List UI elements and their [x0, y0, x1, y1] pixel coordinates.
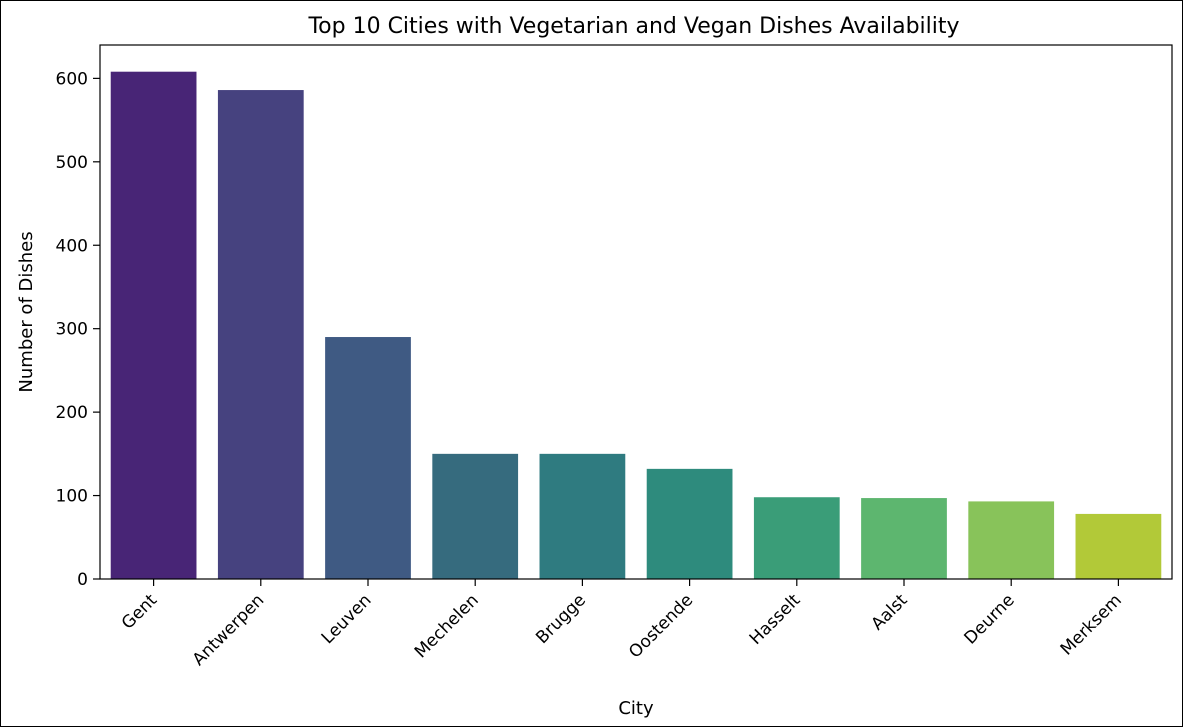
plot-area-frame: [99, 44, 1173, 580]
x-axis-label: City: [618, 698, 654, 719]
bar-aalst: [861, 498, 947, 579]
x-tick-label: Leuven: [318, 590, 376, 648]
chart-title: Top 10 Cities with Vegetarian and Vegan …: [307, 14, 959, 39]
y-tick-label: 0: [77, 570, 88, 590]
bar-oostende: [646, 468, 733, 579]
x-tick-label: Merksem: [1057, 590, 1126, 659]
y-tick-label: 100: [56, 487, 88, 507]
bar-gent: [110, 71, 197, 579]
x-tick-label: Aalst: [867, 590, 911, 634]
y-axis: 0 100 200 300 400 500 600: [56, 69, 100, 590]
x-tick-label: Antwerpen: [189, 590, 269, 670]
x-axis: Gent Antwerpen Leuven Mechelen Brugge Oostend…: [118, 579, 1126, 670]
bar-antwerpen: [217, 90, 304, 580]
y-tick-label: 400: [56, 236, 88, 256]
bar-hasselt: [753, 497, 840, 579]
x-tick-label: Hasselt: [746, 590, 805, 649]
bar-mechelen: [432, 453, 519, 579]
bar-deurne: [968, 501, 1055, 579]
x-tick-label: Mechelen: [411, 590, 483, 662]
bar-merksem: [1075, 513, 1162, 579]
y-axis-label: Number of Dishes: [16, 231, 37, 392]
y-tick-label: 200: [56, 403, 88, 423]
bar-brugge: [539, 453, 626, 579]
bar-leuven: [325, 337, 411, 579]
x-tick-label: Deurne: [961, 590, 1019, 648]
x-tick-label: Oostende: [625, 590, 697, 662]
y-tick-label: 300: [56, 320, 88, 340]
bars-group: [110, 71, 1162, 580]
y-tick-label: 600: [56, 69, 88, 89]
x-tick-label: Gent: [118, 590, 161, 633]
y-tick-label: 500: [56, 153, 88, 173]
x-tick-label: Brugge: [532, 590, 590, 648]
